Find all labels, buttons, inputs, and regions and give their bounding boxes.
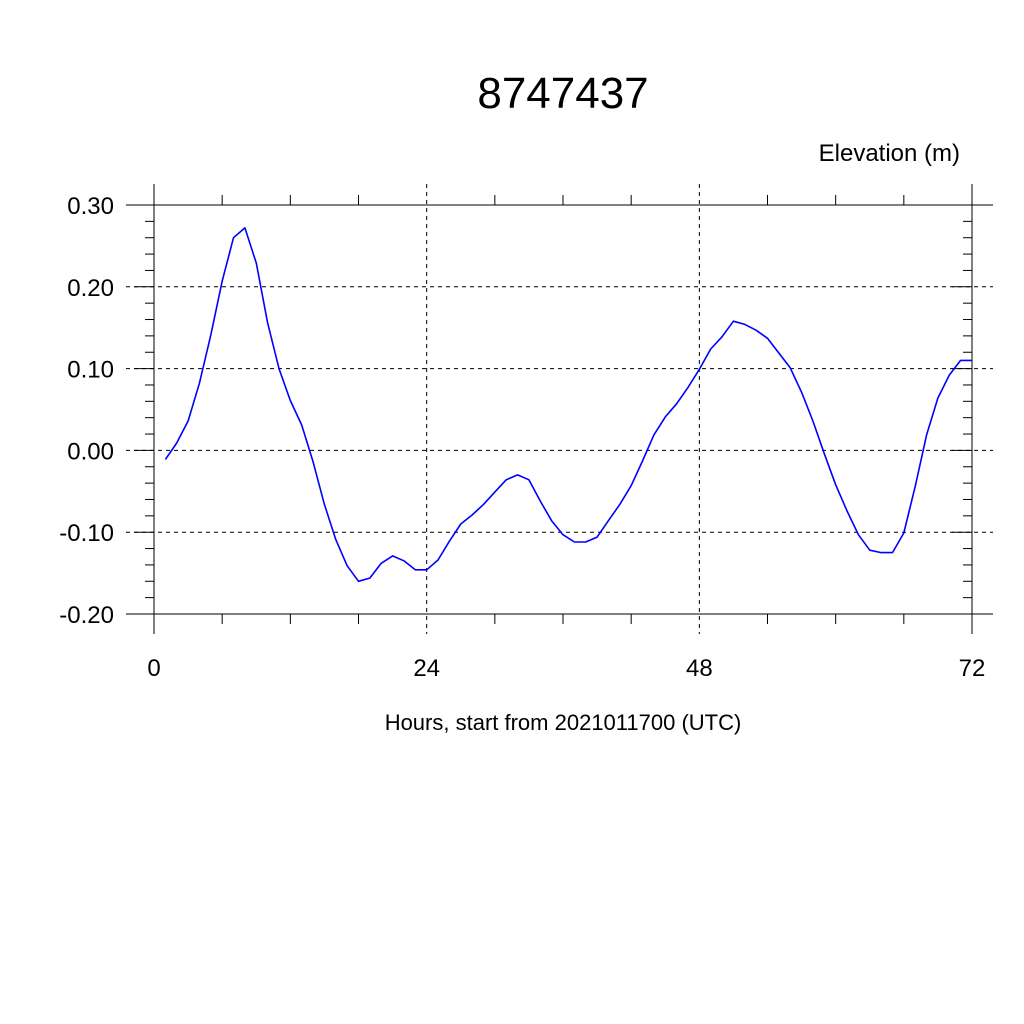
series-line	[164, 227, 972, 583]
x-axis-label: Hours, start from 2021011700 (UTC)	[385, 710, 742, 735]
axes	[134, 195, 972, 624]
y-tick-label: 0.10	[67, 357, 114, 384]
chart-title: 8747437	[477, 69, 648, 118]
y-tick-label: -0.20	[59, 602, 114, 629]
x-tick-label: 0	[147, 655, 160, 682]
series-layer	[164, 227, 972, 583]
grid	[126, 184, 993, 634]
y-tick-label: 0.00	[67, 438, 114, 465]
y-tick-label: -0.10	[59, 520, 114, 547]
y-tick-label: 0.20	[67, 275, 114, 302]
tick-labels: -0.20 -0.10 0.00 0.10 0.20 0.30 0 24 48 72	[59, 193, 985, 682]
x-tick-label: 72	[959, 655, 986, 682]
x-tick-label: 24	[413, 655, 440, 682]
y-axis-label: Elevation (m)	[819, 140, 960, 167]
y-tick-label: 0.30	[67, 193, 114, 220]
x-tick-label: 48	[686, 655, 713, 682]
